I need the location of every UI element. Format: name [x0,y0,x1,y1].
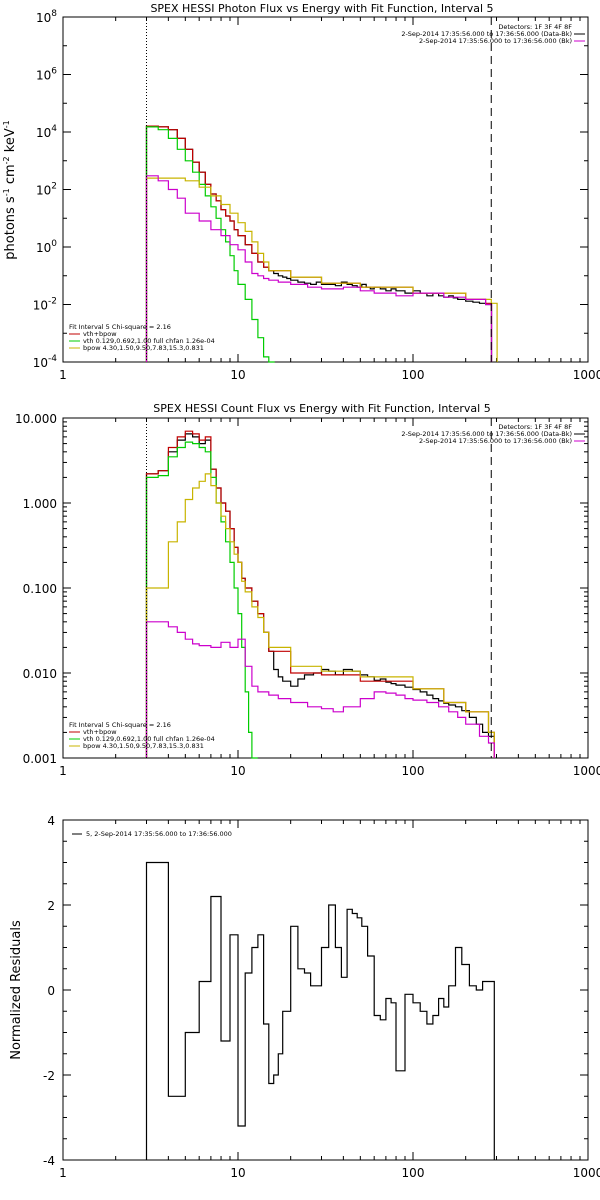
y-tick-base: 10 [36,184,51,198]
legend-detectors: Detectors: 1F 3F 4F 8F [498,23,572,31]
x-tick-label: 1 [59,1166,67,1180]
count-flux-legend-top: Detectors: 1F 3F 4F 8F 2-Sep-2014 17:35:… [401,423,585,445]
legend-bpow: bpow 4.30,1.50,9.50,7.83,15.3,0.831 [83,742,204,750]
legend-data-bk: 2-Sep-2014 17:35:56.000 to 17:36:56.000 … [401,30,572,38]
legend-vth: vth 0.129,0.692,1.00 full chfan 1.26e-04 [83,337,215,345]
x-tick-label: 10 [230,368,245,382]
y-tick-label: 102 [36,182,57,198]
y-tick-base: 10 [36,11,51,25]
legend-vth: vth 0.129,0.692,1.00 full chfan 1.26e-04 [83,735,215,743]
photon-flux-series [145,125,498,363]
count-flux-legend-bottom: Fit Interval 5 Chi-square = 2.16 vth+bpo… [69,721,215,750]
photon-flux-title: SPEX HESSI Photon Flux vs Energy with Fi… [150,2,493,15]
x-tick-label: 10 [230,764,245,778]
residuals-legend-text: 5, 2-Sep-2014 17:35:56.000 to 17:36:56.0… [86,830,232,838]
residuals-panel: Normalized Residuals 1 10 100 1000 -4 -2 0 2 4 5… [9,814,600,1180]
series-line-0 [145,861,495,1160]
y-tick-exp: 2 [51,182,57,192]
y-tick-exp: -4 [48,354,57,364]
y-tick-label: 10-4 [33,354,58,370]
legend-bpow: bpow 4.30,1.50,9.50,7.83,15.3,0.831 [83,344,204,352]
legend-bk: 2-Sep-2014 17:35:56.000 to 17:36:56.000 … [419,437,572,445]
series-line-3 [145,177,498,362]
y-tick-label: 1.000 [23,497,57,511]
x-tick-label: 1 [59,368,67,382]
residuals-ticks: 1 10 100 1000 -4 -2 0 2 4 [43,814,600,1180]
residuals-series [145,861,495,1160]
residuals-legend: 5, 2-Sep-2014 17:35:56.000 to 17:36:56.0… [72,830,232,838]
y-tick-exp: 4 [51,124,57,134]
y-tick-label: -4 [43,1154,55,1168]
legend-bk: 2-Sep-2014 17:35:56.000 to 17:36:56.000 … [419,37,572,45]
residuals-y-label: Normalized Residuals [9,920,24,1060]
y-tick-base: 10 [36,241,51,255]
y-tick-label: 104 [36,124,57,140]
x-tick-label: 10 [230,1166,245,1180]
y-tick-label: 0.001 [23,752,57,766]
count-flux-ticks: 1 10 100 1000 0.001 0.010 0.100 1.000 10.000 [15,412,600,778]
legend-vthbpow: vth+bpow [83,728,117,736]
legend-fit-interval: Fit Interval 5 Chi-square = 2.16 [69,721,171,729]
y-tick-base: 10 [33,299,48,313]
series-line-3 [145,473,495,758]
legend-vthbpow: vth+bpow [83,330,117,338]
x-tick-label: 1000 [573,764,600,778]
series-line-2 [145,126,275,363]
x-tick-label: 1 [59,764,67,778]
y-tick-base: 10 [33,356,48,370]
y-tick-exp: 6 [51,67,57,77]
legend-detectors: Detectors: 1F 3F 4F 8F [498,423,572,431]
count-flux-series [145,430,495,759]
x-tick-label: 1000 [573,368,600,382]
count-flux-title: SPEX HESSI Count Flux vs Energy with Fit… [153,402,490,415]
photon-flux-legend-top: Detectors: 1F 3F 4F 8F 2-Sep-2014 17:35:… [401,23,585,45]
y-tick-base: 10 [36,126,51,140]
y-tick-label: 0.100 [23,582,57,596]
y-tick-label: 2 [47,899,55,913]
y-tick-label: 4 [47,814,55,828]
photon-flux-y-label: photons s-1 cm-2 keV-1 [2,120,18,259]
series-line-4 [145,621,495,758]
x-tick-label: 100 [402,764,425,778]
photon-flux-vlines [145,17,492,362]
y-tick-label: 106 [36,67,57,83]
y-tick-exp: 0 [51,239,57,249]
photon-flux-legend-bottom: Fit Interval 5 Chi-square = 2.16 vth+bpo… [69,323,215,352]
y-tick-label: 0.010 [23,667,57,681]
y-tick-label: 0 [47,984,55,998]
count-flux-vlines [145,418,492,758]
y-tick-label: -2 [43,1069,55,1083]
legend-data-bk: 2-Sep-2014 17:35:56.000 to 17:36:56.000 … [401,430,572,438]
y-tick-label: 108 [36,9,57,25]
y-tick-label: 10-2 [33,297,57,313]
legend-fit-interval: Fit Interval 5 Chi-square = 2.16 [69,323,171,331]
y-tick-label: 10.000 [15,412,57,426]
x-tick-label: 100 [402,1166,425,1180]
y-tick-exp: 8 [51,9,57,19]
y-tick-exp: -2 [48,297,57,307]
series-line-4 [145,175,493,362]
x-tick-label: 1000 [573,1166,600,1180]
count-flux-panel: SPEX HESSI Count Flux vs Energy with Fit… [15,402,600,778]
photon-flux-panel: SPEX HESSI Photon Flux vs Energy with Fi… [2,2,600,382]
y-tick-base: 10 [36,69,51,83]
y-tick-label: 100 [36,239,57,255]
x-tick-label: 100 [402,368,425,382]
